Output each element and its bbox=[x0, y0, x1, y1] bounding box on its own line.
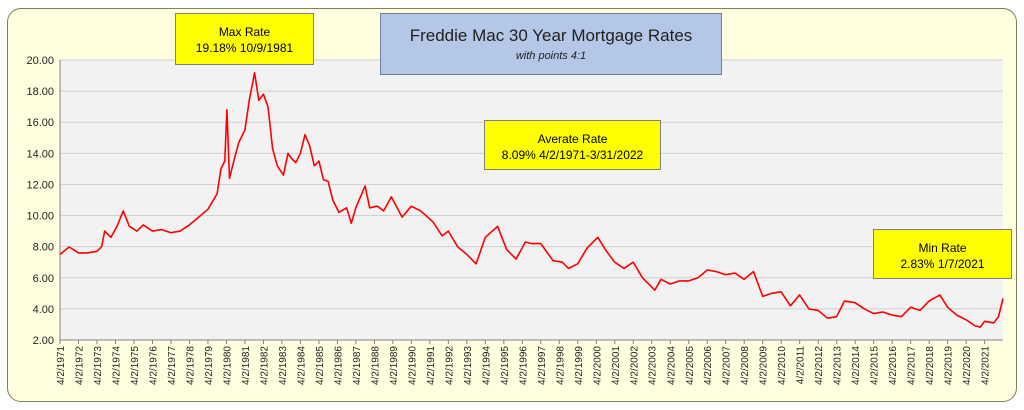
x-tick-label: 4/2/1997 bbox=[537, 346, 548, 385]
x-tick-label: 4/2/1982 bbox=[259, 346, 270, 385]
x-tick-label: 4/2/2012 bbox=[814, 346, 825, 385]
x-tick-label: 4/2/2014 bbox=[851, 346, 862, 385]
x-tick-label: 4/2/1995 bbox=[500, 346, 511, 385]
y-tick-label: 8.00 bbox=[33, 242, 54, 254]
y-axis: 2.00 4.00 6.00 8.00 10.00 12.00 14.00 16.00 18.0… bbox=[26, 55, 61, 347]
annotation-max-text: 19.18% 10/9/1981 bbox=[195, 41, 294, 55]
annotation-max-title: Max Rate bbox=[218, 25, 271, 39]
y-tick-label: 2.00 bbox=[33, 335, 54, 347]
x-tick-label: 4/2/1996 bbox=[518, 346, 529, 385]
x-tick-label: 4/2/2018 bbox=[925, 346, 936, 385]
x-tick-label: 4/2/2004 bbox=[666, 346, 677, 385]
x-tick-label: 4/2/2002 bbox=[629, 346, 640, 385]
x-tick-label: 4/2/1978 bbox=[185, 346, 196, 385]
x-tick-label: 4/2/2007 bbox=[722, 346, 733, 385]
x-tick-label: 4/2/2005 bbox=[685, 346, 696, 385]
y-tick-label: 16.00 bbox=[26, 117, 54, 129]
annotation-min-rate: Min Rate 2.83% 1/7/2021 bbox=[873, 229, 1012, 279]
x-tick-label: 4/2/2009 bbox=[759, 346, 770, 385]
chart-title-box: Freddie Mac 30 Year Mortgage Rates with … bbox=[380, 13, 722, 75]
x-tick-label: 4/2/2021 bbox=[981, 346, 992, 385]
x-tick-label: 4/2/2008 bbox=[740, 346, 751, 385]
x-tick-label: 4/2/2015 bbox=[870, 346, 881, 385]
annotation-avg-title: Averate Rate bbox=[537, 132, 608, 146]
y-tick-label: 12.00 bbox=[26, 179, 54, 191]
x-tick-label: 4/2/2013 bbox=[833, 346, 844, 385]
x-tick-label: 4/2/1976 bbox=[148, 346, 159, 385]
x-tick-label: 4/2/1984 bbox=[296, 346, 307, 385]
x-tick-label: 4/2/2019 bbox=[944, 346, 955, 385]
x-tick-label: 4/2/1999 bbox=[574, 346, 585, 385]
x-tick-label: 4/2/1975 bbox=[130, 346, 141, 385]
x-tick-label: 4/2/2000 bbox=[592, 346, 603, 385]
y-tick-label: 20.00 bbox=[26, 55, 54, 67]
annotation-avg-text: 8.09% 4/2/1971-3/31/2022 bbox=[501, 148, 644, 162]
x-tick-label: 4/2/1992 bbox=[444, 346, 455, 385]
x-tick-label: 4/2/2003 bbox=[648, 346, 659, 385]
x-tick-label: 4/2/1979 bbox=[204, 346, 215, 385]
x-tick-label: 4/2/2001 bbox=[611, 346, 622, 385]
annotation-min-title: Min Rate bbox=[918, 241, 967, 255]
annotation-max-rate: Max Rate 19.18% 10/9/1981 bbox=[175, 13, 314, 65]
x-tick-label: 4/2/1998 bbox=[555, 346, 566, 385]
x-tick-label: 4/2/1988 bbox=[370, 346, 381, 385]
x-tick-label: 4/2/1993 bbox=[463, 346, 474, 385]
x-axis: 4/2/1971 4/2/1972 4/2/1973 4/2/1974 4/2/1975… bbox=[56, 339, 1003, 385]
x-tick-label: 4/2/1991 bbox=[426, 346, 437, 385]
x-tick-label: 4/2/1972 bbox=[75, 346, 86, 385]
x-tick-label: 4/2/1994 bbox=[481, 346, 492, 385]
x-tick-label: 4/2/1977 bbox=[167, 346, 178, 385]
y-tick-label: 4.00 bbox=[33, 304, 54, 316]
x-tick-label: 4/2/2010 bbox=[777, 346, 788, 385]
y-tick-label: 18.00 bbox=[26, 86, 54, 98]
y-tick-label: 14.00 bbox=[26, 148, 54, 160]
y-tick-label: 6.00 bbox=[33, 273, 54, 285]
x-tick-label: 4/2/2017 bbox=[907, 346, 918, 385]
x-tick-label: 4/2/1981 bbox=[241, 346, 252, 385]
x-tick-label: 4/2/2016 bbox=[888, 346, 899, 385]
x-tick-label: 4/2/1989 bbox=[389, 346, 400, 385]
x-tick-label: 4/2/2011 bbox=[796, 346, 807, 385]
x-tick-label: 4/2/1987 bbox=[352, 346, 363, 385]
x-tick-label: 4/2/1973 bbox=[93, 346, 104, 385]
chart-subtitle: with points 4:1 bbox=[515, 50, 587, 62]
annotation-min-text: 2.83% 1/7/2021 bbox=[900, 257, 985, 271]
x-tick-label: 4/2/2020 bbox=[962, 346, 973, 385]
plot-area bbox=[60, 60, 1003, 340]
annotation-average-rate: Averate Rate 8.09% 4/2/1971-3/31/2022 bbox=[484, 120, 661, 170]
y-tick-label: 10.00 bbox=[26, 211, 54, 223]
x-tick-label: 4/2/1971 bbox=[56, 346, 67, 385]
x-tick-label: 4/2/1983 bbox=[278, 346, 289, 385]
x-tick-label: 4/2/1986 bbox=[333, 346, 344, 385]
x-tick-label: 4/2/1980 bbox=[222, 346, 233, 385]
x-tick-label: 4/2/1985 bbox=[315, 346, 326, 385]
chart-title: Freddie Mac 30 Year Mortgage Rates bbox=[409, 26, 693, 45]
x-tick-label: 4/2/1990 bbox=[407, 346, 418, 385]
x-tick-label: 4/2/2006 bbox=[703, 346, 714, 385]
x-tick-label: 4/2/1974 bbox=[111, 346, 122, 385]
series-line-mortgage-rate bbox=[59, 72, 1004, 328]
